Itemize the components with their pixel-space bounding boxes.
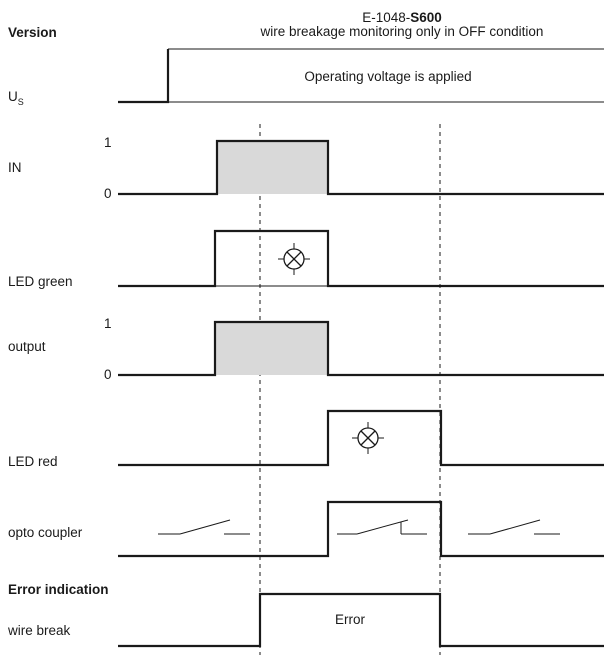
led-green-label: LED green bbox=[8, 274, 73, 289]
wire-break-signal bbox=[118, 592, 604, 648]
led-red-signal bbox=[118, 409, 604, 467]
wire-break-label: wire break bbox=[8, 623, 71, 638]
output-signal bbox=[118, 320, 604, 377]
opto-signal bbox=[118, 500, 604, 558]
wire-break-box-text: Error bbox=[335, 612, 365, 627]
switch-open-icon-1 bbox=[158, 519, 250, 535]
lamp-icon-green bbox=[278, 243, 310, 275]
model-suffix: S600 bbox=[410, 10, 442, 25]
us-label-main: U bbox=[8, 89, 18, 104]
led-red-label: LED red bbox=[8, 454, 58, 469]
switch-open-icon-2 bbox=[468, 519, 560, 535]
led-green-signal bbox=[118, 229, 604, 288]
opto-label: opto coupler bbox=[8, 525, 83, 540]
us-box-text: Operating voltage is applied bbox=[304, 69, 472, 84]
version-label: Version bbox=[8, 25, 57, 40]
switch-closed-icon bbox=[337, 519, 427, 535]
error-section-title: Error indication bbox=[8, 582, 109, 597]
in-signal bbox=[118, 139, 604, 196]
output-level-low: 0 bbox=[104, 367, 112, 382]
output-level-high: 1 bbox=[104, 316, 112, 331]
us-label-subscript: S bbox=[17, 97, 24, 107]
model-title: E-1048-S600 bbox=[200, 11, 604, 25]
lamp-icon-red bbox=[352, 422, 384, 454]
us-signal bbox=[118, 48, 604, 104]
us-label: US bbox=[8, 89, 24, 107]
output-label: output bbox=[8, 339, 46, 354]
model-prefix: E-1048- bbox=[362, 10, 411, 25]
in-level-high: 1 bbox=[104, 135, 112, 150]
in-label: IN bbox=[8, 160, 22, 175]
in-level-low: 0 bbox=[104, 186, 112, 201]
model-description: wire breakage monitoring only in OFF con… bbox=[260, 24, 544, 39]
